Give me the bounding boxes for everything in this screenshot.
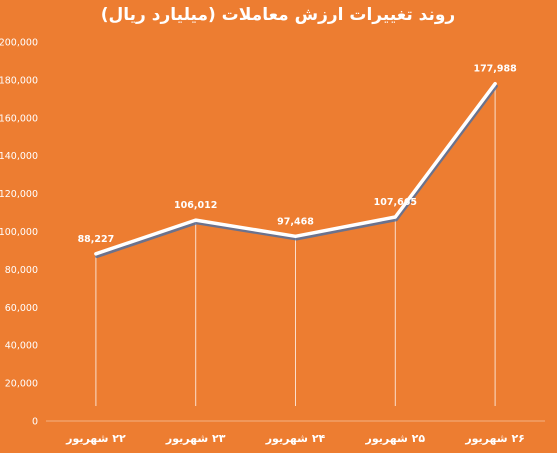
data-point <box>194 218 198 222</box>
data-label: 97,468 <box>277 216 314 227</box>
y-tick-label: 180,000 <box>0 75 38 86</box>
x-tick-label: ۲۴ شهریور <box>265 432 326 445</box>
data-label: 177,988 <box>473 64 517 75</box>
y-tick-label: 200,000 <box>0 38 38 49</box>
data-point <box>493 82 497 86</box>
data-label: 88,227 <box>78 234 115 245</box>
series-line-shadow <box>95 84 498 259</box>
data-label: 106,012 <box>174 200 217 211</box>
chart-title: روند تغییرات ارزش معاملات (میلیارد ریال) <box>101 5 455 25</box>
y-tick-label: 40,000 <box>5 341 38 352</box>
y-tick-label: 0 <box>32 417 38 428</box>
x-tick-label: ۲۳ شهریور <box>165 432 226 445</box>
data-point <box>294 234 297 238</box>
data-point <box>94 252 98 256</box>
data-labels: 88,227 106,012 97,468 107,665 177,988 <box>78 64 518 245</box>
y-tick-label: 80,000 <box>5 265 38 276</box>
y-tick-label: 120,000 <box>0 189 38 200</box>
series-line-group <box>94 81 498 259</box>
y-tick-label: 140,000 <box>0 151 38 162</box>
y-tick-label: 20,000 <box>5 379 38 390</box>
y-axis: 0 20,000 40,000 60,000 80,000 100,000 120,000 1… <box>0 38 38 428</box>
x-tick-label: ۲۵ شهریور <box>365 432 426 445</box>
data-point <box>393 215 397 219</box>
x-axis: ۲۲ شهریور ۲۳ شهریور ۲۴ شهریور ۲۵ شهریور ۲۶ ش… <box>46 420 545 445</box>
drop-lines <box>95 83 496 406</box>
x-tick-label: ۲۲ شهریور <box>65 432 126 445</box>
data-label: 107,665 <box>374 197 417 208</box>
y-tick-label: 160,000 <box>0 113 38 124</box>
x-tick-label: ۲۶ شهریور <box>464 432 525 445</box>
y-tick-label: 100,000 <box>0 227 38 238</box>
y-tick-label: 60,000 <box>5 303 38 314</box>
